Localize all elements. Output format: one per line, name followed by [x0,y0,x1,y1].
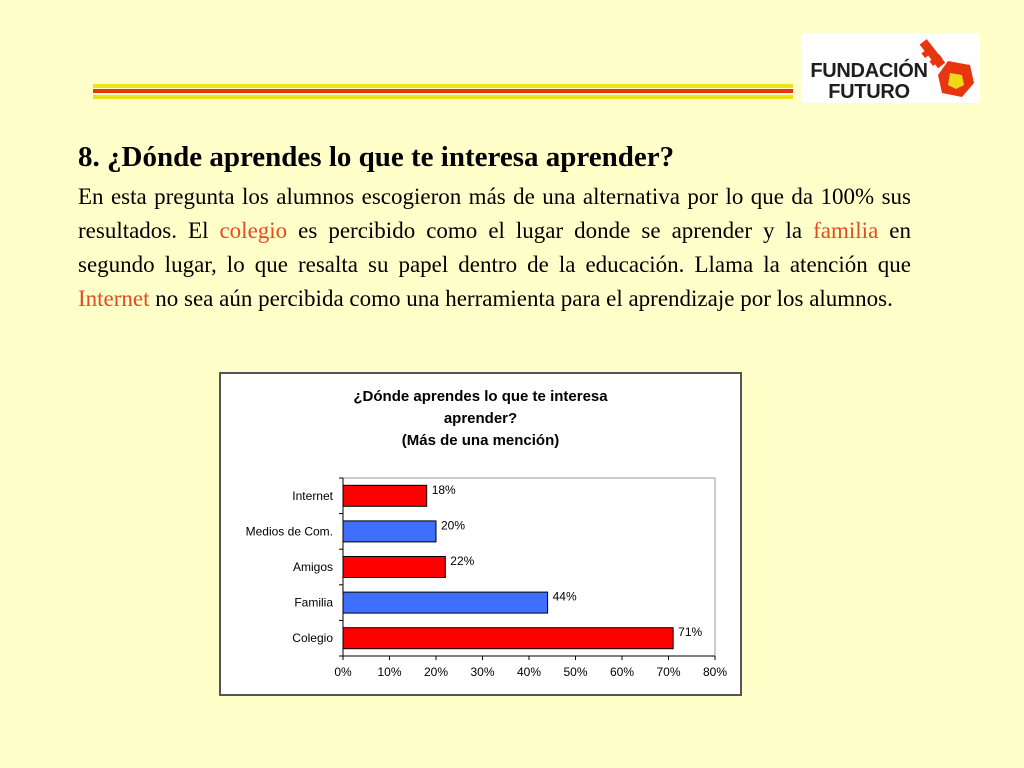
paragraph-text-2: es percibido como el lugar donde se apre… [287,218,814,243]
chart-title-line-3: (Más de una mención) [401,432,560,449]
logo-line-1: FUNDACIÓN [810,60,928,82]
key-icon [919,39,974,97]
x-tick-label: 40% [517,665,541,679]
data-label: 71% [678,625,702,639]
bar-familia [342,591,549,614]
paragraph-text-1: En esta pregunta los alumnos escogieron … [78,184,911,243]
x-tick-label: 60% [610,665,634,679]
category-label: Internet [292,489,333,503]
data-label: 18% [432,483,456,497]
highlight-familia: familia [813,218,879,243]
header-stripe-yellow-bottom [93,95,793,99]
highlight-colegio: colegio [219,218,288,243]
x-tick-label: 10% [377,665,401,679]
header-stripe-red [93,89,793,93]
category-label: Colegio [292,631,333,645]
paragraph-text-4: no sea aún percibida como una herramient… [149,286,893,311]
data-label: 44% [553,590,577,604]
x-tick-label: 70% [656,665,680,679]
x-tick-label: 30% [470,665,494,679]
category-label: Medios de Com. [246,524,333,538]
chart-title-line-2: aprender? [443,410,518,427]
bar-medios-de-com- [342,520,437,543]
chart-plot: 0% 10% 20% 30% 40% 50% 60% 70% 80% Internet 18% Med… [246,477,727,679]
x-tick-label: 80% [703,665,727,679]
bar-chart: ¿Dónde aprendes lo que te interesa apren… [219,372,742,696]
category-label: Amigos [293,560,333,574]
x-tick-label: 20% [424,665,448,679]
x-tick-label: 0% [334,665,352,679]
header-stripe-yellow-top [93,84,793,88]
page-title: 8. ¿Dónde aprendes lo que te interesa ap… [78,141,675,173]
chart-title: ¿Dónde aprendes lo que te interesa apren… [221,386,740,452]
x-tick-label: 50% [563,665,587,679]
chart-title-line-1: ¿Dónde aprendes lo que te interesa [353,388,608,405]
data-label: 20% [441,518,465,532]
bar-amigos [342,556,446,578]
bar-colegio [342,627,674,650]
fundacion-futuro-logo: FUNDACIÓN FUTURO [802,33,980,103]
paragraph-text-3: en segundo lugar, lo que resalta su pape… [78,218,911,277]
highlight-internet: Internet [78,286,150,311]
logo-line-2: FUTURO [828,81,910,103]
description-paragraph: En esta pregunta los alumnos escogieron … [78,180,911,316]
bar-internet [342,484,428,507]
data-label: 22% [450,554,474,568]
logo-text: FUNDACIÓN FUTURO [802,61,936,103]
category-label: Familia [294,596,333,610]
